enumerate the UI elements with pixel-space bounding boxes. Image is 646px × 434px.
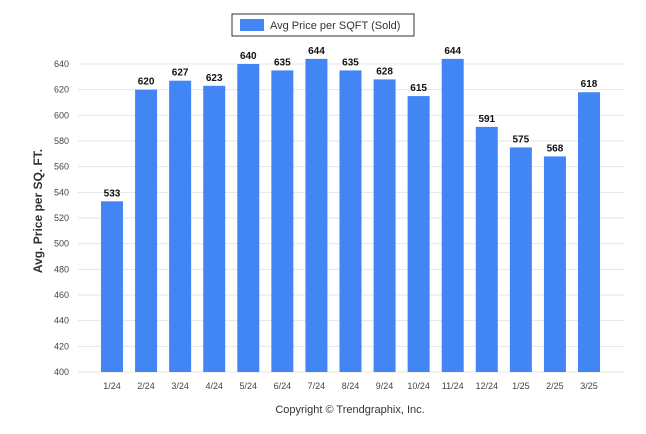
x-tick-label: 2/24 bbox=[137, 381, 155, 391]
bar-2-24 bbox=[135, 89, 158, 373]
x-tick-label: 3/25 bbox=[580, 381, 598, 391]
y-tick-label: 600 bbox=[54, 110, 69, 120]
legend: Avg Price per SQFT (Sold) bbox=[231, 13, 415, 37]
bar-3-24 bbox=[169, 80, 192, 372]
legend-swatch bbox=[240, 19, 264, 31]
x-axis-ticks: 1/24 2/24 3/24 4/24 5/24 6/24 7/24 8/24 9/24 10/2… bbox=[103, 381, 598, 391]
bar-1-24 bbox=[101, 201, 123, 372]
bar-1-25 bbox=[509, 147, 532, 372]
bar-5-24 bbox=[237, 64, 260, 372]
y-tick-label: 580 bbox=[54, 136, 69, 146]
data-label: 575 bbox=[513, 134, 530, 145]
data-label: 635 bbox=[342, 57, 359, 68]
x-tick-label: 3/24 bbox=[171, 381, 189, 391]
x-tick-label: 5/24 bbox=[240, 381, 258, 391]
bar-7-24 bbox=[305, 58, 328, 372]
data-label: 644 bbox=[444, 46, 461, 57]
legend-label: Avg Price per SQFT (Sold) bbox=[270, 20, 400, 32]
x-tick-label: 6/24 bbox=[274, 381, 292, 391]
x-tick-label: 1/25 bbox=[512, 381, 530, 391]
x-tick-label: 11/24 bbox=[442, 381, 464, 391]
bar-12-24 bbox=[475, 126, 498, 372]
data-label: 644 bbox=[308, 46, 325, 57]
data-label: 533 bbox=[104, 188, 121, 199]
data-label: 627 bbox=[172, 68, 189, 79]
x-tick-label: 9/24 bbox=[376, 381, 394, 391]
data-label: 568 bbox=[547, 143, 564, 154]
y-tick-label: 640 bbox=[54, 59, 69, 69]
data-label: 591 bbox=[478, 114, 495, 125]
legend-frame bbox=[231, 13, 415, 37]
bar-9-24 bbox=[373, 79, 396, 373]
y-tick-label: 500 bbox=[54, 239, 69, 249]
bar-6-24 bbox=[271, 70, 294, 373]
data-labels: 533 620 627 623 640 635 644 635 628 615 644 591 575 5… bbox=[104, 46, 598, 199]
bar-2-25 bbox=[543, 156, 566, 372]
y-tick-label: 400 bbox=[54, 367, 69, 377]
y-axis-ticks: 400 420 440 460 480 500 520 540 560 580 600 620 640 bbox=[54, 59, 69, 377]
bar-10-24 bbox=[407, 96, 430, 372]
x-tick-label: 7/24 bbox=[308, 381, 326, 391]
y-tick-label: 520 bbox=[54, 213, 69, 223]
y-tick-label: 540 bbox=[54, 187, 69, 197]
data-label: 618 bbox=[581, 79, 598, 90]
bars bbox=[101, 58, 600, 373]
bar-11-24 bbox=[441, 58, 464, 372]
y-tick-label: 460 bbox=[54, 290, 69, 300]
copyright-text: Copyright © Trendgraphix, Inc. bbox=[275, 404, 424, 416]
x-tick-label: 10/24 bbox=[407, 381, 430, 391]
x-tick-label: 4/24 bbox=[205, 381, 223, 391]
data-label: 620 bbox=[138, 77, 155, 88]
data-label: 640 bbox=[240, 51, 257, 62]
data-label: 615 bbox=[410, 83, 427, 94]
y-tick-label: 420 bbox=[54, 341, 69, 351]
bar-8-24 bbox=[339, 70, 362, 373]
data-label: 623 bbox=[206, 73, 223, 84]
x-tick-label: 8/24 bbox=[342, 381, 360, 391]
data-label: 628 bbox=[376, 66, 393, 77]
x-tick-label: 12/24 bbox=[476, 381, 499, 391]
y-tick-label: 480 bbox=[54, 264, 69, 274]
data-label: 635 bbox=[274, 57, 291, 68]
y-tick-label: 560 bbox=[54, 162, 69, 172]
y-axis-title: Avg. Price per SQ. FT. bbox=[31, 149, 45, 273]
x-tick-label: 1/24 bbox=[103, 381, 121, 391]
x-tick-label: 2/25 bbox=[546, 381, 564, 391]
y-tick-label: 440 bbox=[54, 316, 69, 326]
bar-4-24 bbox=[203, 85, 226, 373]
bar-3-25 bbox=[578, 92, 600, 372]
y-tick-label: 620 bbox=[54, 85, 69, 95]
